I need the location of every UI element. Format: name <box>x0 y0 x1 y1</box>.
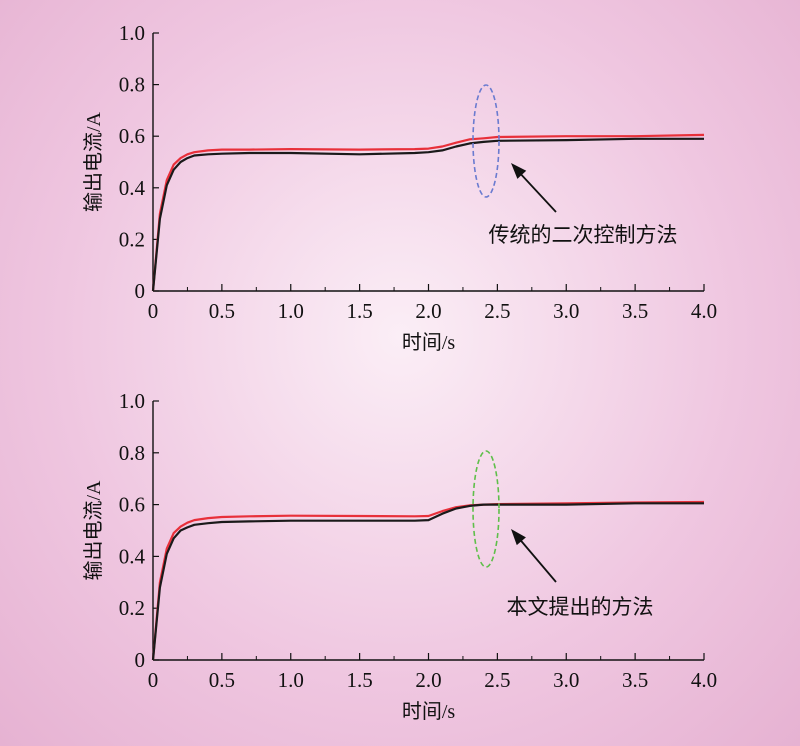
x-tick-label: 4.0 <box>691 299 717 323</box>
series-line-2 <box>151 137 704 292</box>
series-line-1 <box>151 500 705 661</box>
y-axis-label: 输出电流/A <box>82 111 105 212</box>
series-line-2 <box>151 502 704 661</box>
y-axis-label: 输出电流/A <box>82 480 105 581</box>
x-tick-label: 1.0 <box>278 299 304 323</box>
x-tick-label: 0 <box>148 299 159 323</box>
x-tick-label: 0 <box>148 668 159 692</box>
annotation-arrow-shaft <box>516 169 557 213</box>
x-tick-label: 0.5 <box>209 668 235 692</box>
series-line-1 <box>151 133 705 292</box>
x-tick-label: 2.5 <box>484 299 510 323</box>
x-tick-label: 2.0 <box>415 299 441 323</box>
y-tick-label: 0.2 <box>119 596 145 620</box>
annotation-arrow-head <box>511 529 526 546</box>
y-tick-label: 1.0 <box>119 21 145 45</box>
x-tick-label: 3.5 <box>622 299 648 323</box>
x-tick-label: 3.5 <box>622 668 648 692</box>
chart-2: 0 0.2 0.4 0.6 0.8 1.0 0 0.5 1.0 1.5 2.0 2.5 3.0 3.5 4.… <box>82 389 717 723</box>
x-tick-label: 3.0 <box>553 668 579 692</box>
x-tick-label: 2.5 <box>484 668 510 692</box>
x-tick-label: 2.0 <box>415 668 441 692</box>
y-tick-label: 0.8 <box>119 73 145 97</box>
y-tick-label: 1.0 <box>119 389 145 413</box>
y-tick-label: 0.2 <box>119 227 145 251</box>
x-axis-label: 时间/s <box>402 331 456 354</box>
x-tick-label: 1.0 <box>278 668 304 692</box>
x-tick-label: 1.5 <box>347 299 373 323</box>
annotation-label: 本文提出的方法 <box>507 595 654 619</box>
y-tick-label: 0.6 <box>119 493 145 517</box>
annotation-arrow-shaft <box>516 535 557 583</box>
highlight-ellipse <box>472 450 500 568</box>
x-tick-label: 0.5 <box>209 299 235 323</box>
annotation-arrow-head <box>511 163 527 179</box>
x-tick-label: 1.5 <box>347 668 373 692</box>
chart-1: 0 0.2 0.4 0.6 0.8 1.0 0 0.5 1.0 1.5 2.0 2.5 3.0 3.5 4.… <box>82 21 717 354</box>
y-tick-label: 0.6 <box>119 124 145 148</box>
y-tick-label: 0.8 <box>119 441 145 465</box>
x-tick-label: 4.0 <box>691 668 717 692</box>
y-tick-label: 0.4 <box>119 176 146 200</box>
annotation-label: 传统的二次控制方法 <box>489 223 678 247</box>
y-tick-label: 0 <box>135 648 146 672</box>
y-tick-label: 0 <box>135 279 146 303</box>
y-tick-label: 0.4 <box>119 544 146 568</box>
x-axis-label: 时间/s <box>402 700 456 723</box>
x-tick-label: 3.0 <box>553 299 579 323</box>
highlight-ellipse <box>472 84 500 198</box>
